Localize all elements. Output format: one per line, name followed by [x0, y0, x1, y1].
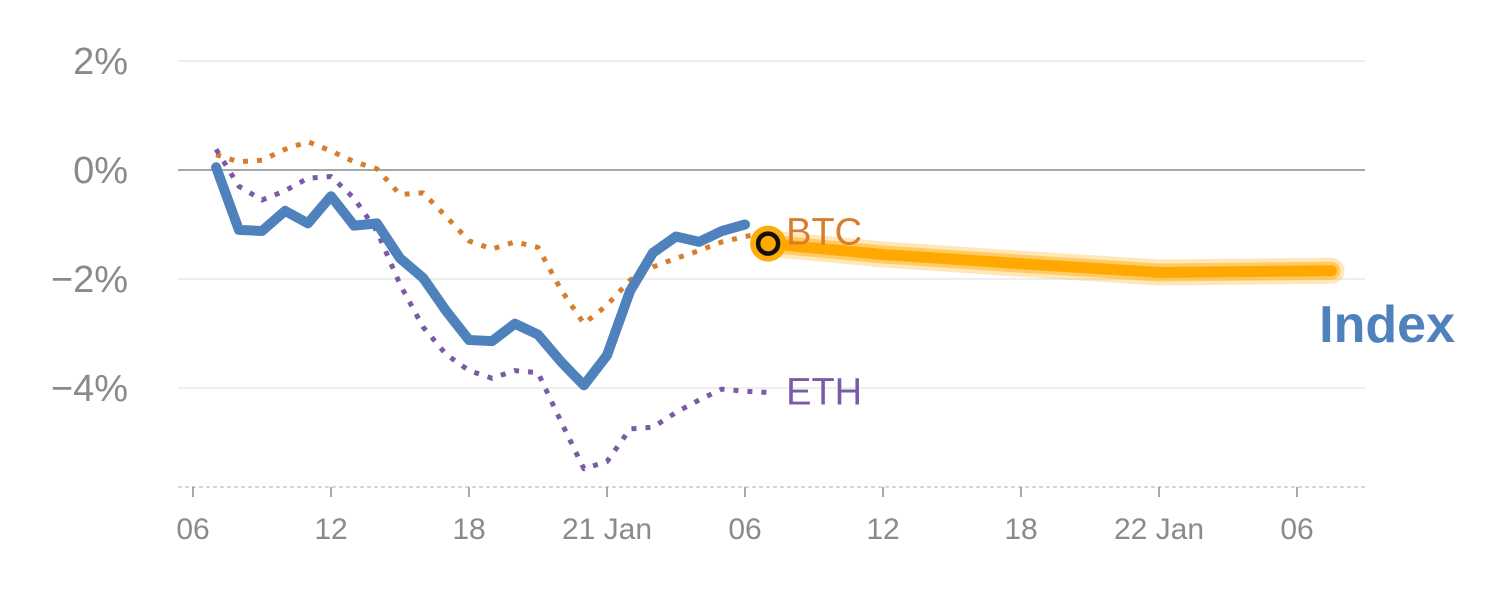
y-axis: 2% 0% −2% −4%	[51, 41, 128, 410]
series-label-index: Index	[1319, 296, 1455, 354]
forecast-line	[762, 238, 1337, 278]
x-tick-label: 12	[866, 513, 899, 546]
series-label-btc: BTC	[786, 212, 862, 254]
series-layer	[211, 139, 1345, 472]
series-label-eth: ETH	[786, 371, 862, 413]
current-point-marker	[755, 231, 781, 256]
x-tick-label: 06	[176, 513, 209, 546]
x-tick-label: 22 Jan	[1114, 513, 1204, 546]
x-tick-label: 12	[314, 513, 347, 546]
series-line-eth	[213, 147, 769, 472]
y-tick-label: 2%	[73, 41, 128, 83]
y-tick-label: −2%	[51, 259, 128, 301]
x-tick-label: 06	[728, 513, 761, 546]
series-line-index	[211, 162, 750, 391]
y-tick-label: −4%	[51, 368, 128, 410]
series-line-btc	[215, 139, 769, 327]
x-axis: 06 12 18 21 Jan 06 12 18 22 Jan 06	[176, 486, 1365, 546]
y-tick-label: 0%	[73, 150, 128, 192]
x-tick-label: 18	[1004, 513, 1037, 546]
x-tick-label: 18	[452, 513, 485, 546]
x-tick-label: 21 Jan	[562, 513, 652, 546]
x-tick-label: 06	[1280, 513, 1313, 546]
series-labels: BTC ETH Index	[786, 212, 1455, 414]
